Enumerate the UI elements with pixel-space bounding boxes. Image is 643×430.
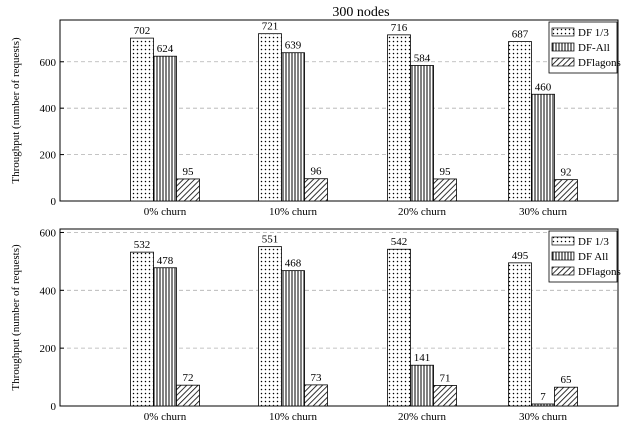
data-label: 721 [262, 21, 279, 33]
data-label: 73 [311, 372, 323, 384]
x-tick-label: 10% churn [269, 411, 317, 423]
bar [258, 33, 282, 202]
data-label: 624 [157, 43, 174, 55]
bar [554, 179, 578, 202]
data-label: 65 [561, 374, 573, 386]
y-axis-label: Throughput (number of requests) [10, 244, 22, 391]
bar [153, 55, 177, 202]
legend: DF 1/3 DF-All DFlagons [548, 21, 621, 74]
bar [281, 52, 305, 202]
data-label: 7 [540, 391, 546, 403]
bar [258, 246, 282, 407]
data-label: 542 [391, 236, 408, 248]
legend-swatch [551, 266, 575, 276]
x-tick-label: 20% churn [398, 411, 446, 423]
y-tick-label: 0 [51, 401, 57, 413]
chart-title: 300 nodes [332, 5, 389, 20]
bar [281, 270, 305, 407]
legend-label: DF 1/3 [578, 236, 609, 248]
legend-label: DF-All [578, 42, 610, 54]
x-tick-label: 20% churn [398, 206, 446, 218]
bar [387, 248, 411, 407]
bar [508, 41, 532, 202]
x-tick-label: 0% churn [144, 206, 187, 218]
legend-swatch [551, 251, 575, 261]
legend: DF 1/3 DF All DFlagons [548, 230, 621, 283]
data-label: 716 [391, 22, 408, 34]
legend-label: DFlagons [578, 266, 621, 278]
legend-swatch [551, 27, 575, 37]
bar [304, 384, 328, 407]
y-tick-label: 400 [40, 285, 57, 297]
y-tick-label: 200 [40, 150, 57, 162]
legend-label: DF 1/3 [578, 27, 609, 39]
chart-panel-2: 0 200 400 600 Throughput (number of requests… [10, 227, 621, 423]
data-label: 702 [134, 25, 151, 37]
bar [176, 384, 200, 407]
x-tick-label: 30% churn [519, 411, 567, 423]
bar [433, 178, 457, 202]
y-axis-label: Throughput (number of requests) [10, 37, 22, 184]
x-tick-label: 30% churn [519, 206, 567, 218]
data-label: 141 [414, 352, 431, 364]
data-label: 92 [561, 167, 572, 179]
legend-label: DFlagons [578, 57, 621, 69]
bar [410, 364, 434, 407]
plot-frame [59, 19, 619, 202]
legend-swatch [551, 57, 575, 67]
bar [554, 386, 578, 407]
x-tick-label: 0% churn [144, 411, 187, 423]
plot-frame [59, 228, 619, 407]
data-label: 95 [183, 166, 195, 178]
bar [508, 262, 532, 407]
x-tick-label: 10% churn [269, 206, 317, 218]
y-tick-label: 200 [40, 343, 57, 355]
bar [531, 93, 555, 202]
data-label: 460 [535, 81, 552, 93]
data-label: 96 [311, 166, 323, 178]
data-label: 495 [512, 250, 529, 262]
bar [304, 178, 328, 202]
y-tick-label: 0 [51, 196, 57, 208]
bar [130, 37, 154, 202]
data-label: 687 [512, 29, 529, 41]
data-label: 551 [262, 234, 279, 246]
y-tick-label: 400 [40, 103, 57, 115]
y-tick-label: 600 [40, 57, 57, 69]
y-tick-label: 600 [40, 227, 57, 239]
bar [130, 251, 154, 407]
legend-label: DF All [578, 251, 608, 263]
bar [387, 34, 411, 202]
data-label: 478 [157, 255, 174, 267]
data-label: 71 [440, 372, 451, 384]
data-label: 532 [134, 239, 151, 251]
data-label: 72 [183, 372, 194, 384]
bar [153, 267, 177, 407]
data-label: 468 [285, 258, 302, 270]
data-label: 584 [414, 52, 431, 64]
bar [410, 65, 434, 202]
legend-swatch [551, 236, 575, 246]
data-label: 95 [440, 166, 452, 178]
legend-swatch [551, 42, 575, 52]
bar [531, 403, 555, 407]
chart-panel-1: 300 nodes 0 200 400 600 Throughput (number of… [10, 5, 621, 218]
bar [433, 385, 457, 407]
data-label: 639 [285, 40, 302, 52]
bar [176, 178, 200, 202]
